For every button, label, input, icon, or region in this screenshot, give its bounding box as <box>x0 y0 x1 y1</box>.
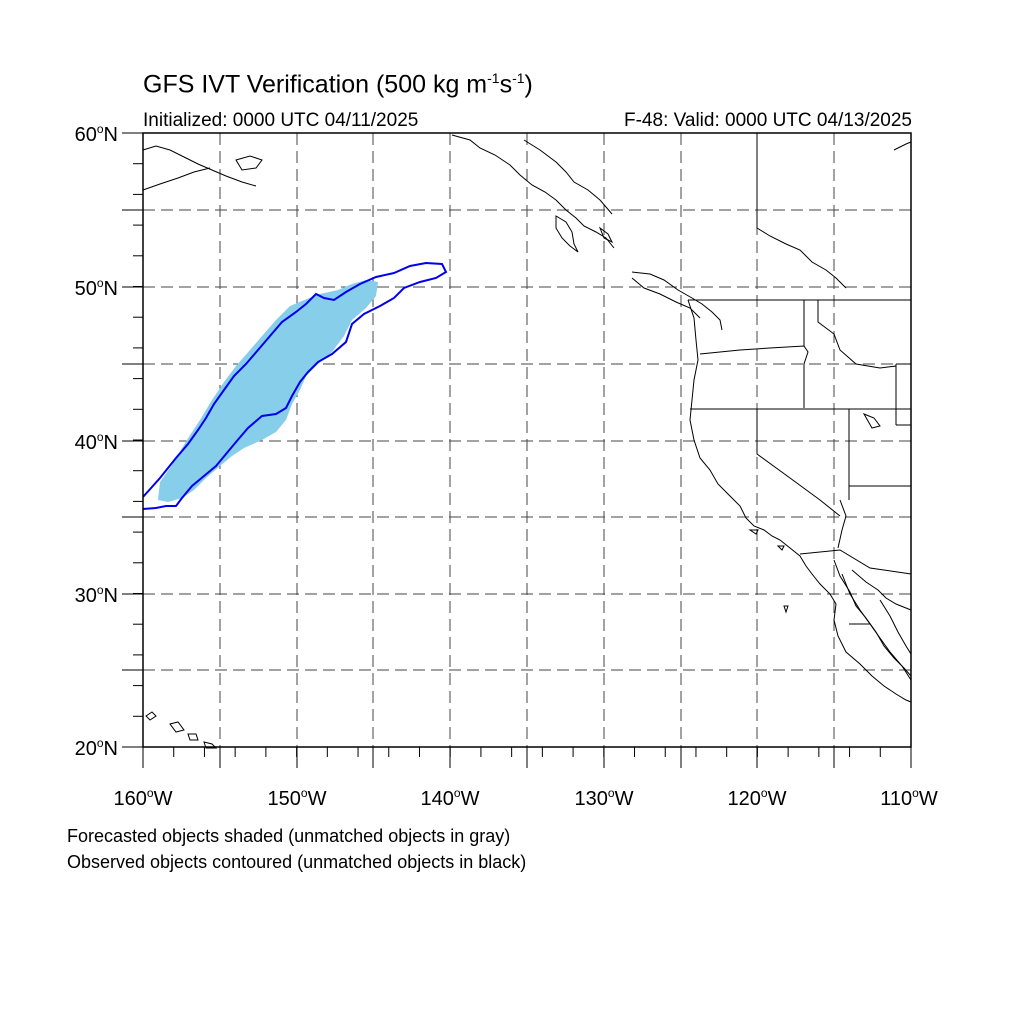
lat-label-20: 20oN <box>75 736 118 760</box>
lat-label-40: 40oN <box>75 430 118 454</box>
lat-label-60: 60oN <box>75 122 118 146</box>
initialized-label: Initialized: 0000 UTC 04/11/2025 <box>143 110 419 131</box>
caption-observed: Observed objects contoured (unmatched ob… <box>67 852 527 872</box>
lon-label-120: 120oW <box>728 786 787 810</box>
lat-label-30: 30oN <box>75 583 118 607</box>
lat-label-50: 50oN <box>75 276 118 300</box>
tick-marks <box>122 132 912 768</box>
lon-label-110: 110oW <box>880 786 938 810</box>
political-boundaries <box>688 133 912 625</box>
coastlines <box>142 134 912 749</box>
latitude-labels: 60oN 50oN 40oN 30oN 20oN <box>75 122 118 760</box>
forecast-object-shaded <box>158 280 378 502</box>
grid-lines <box>143 133 911 747</box>
valid-time-label: F-48: Valid: 0000 UTC 04/13/2025 <box>624 110 912 131</box>
chart-title: GFS IVT Verification (500 kg m-1s-1) <box>143 70 533 99</box>
lon-label-130: 130oW <box>575 786 634 810</box>
lon-label-150: 150oW <box>268 786 327 810</box>
lon-label-140: 140oW <box>421 786 480 810</box>
longitude-labels: 160oW 150oW 140oW 130oW 120oW 110oW <box>114 786 938 810</box>
caption-forecast: Forecasted objects shaded (unmatched obj… <box>67 826 511 846</box>
minor-tick-marks <box>133 132 912 757</box>
observed-object-contour <box>142 261 448 510</box>
lon-label-160: 160oW <box>114 786 173 810</box>
